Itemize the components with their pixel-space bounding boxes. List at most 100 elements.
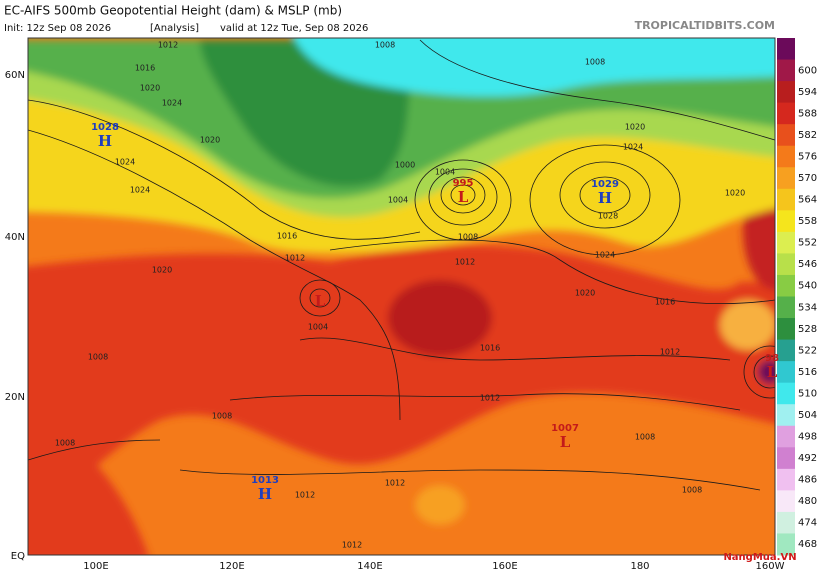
colorbar-cell — [777, 124, 795, 147]
colorbar: 600 594 588 582 576 570 564 558 552 546 540 534 528 5… — [777, 38, 817, 556]
isobar-label: 1012 — [480, 394, 500, 403]
isobar-label: 1016 — [277, 232, 297, 241]
isobar-label: 1008 — [212, 412, 232, 421]
watermark: NangMua.VN — [723, 552, 796, 563]
colorbar-label: 486 — [798, 475, 817, 486]
colorbar-label: 474 — [798, 518, 817, 529]
isobar-label: 1020 — [725, 189, 745, 198]
isobar-label: 1008 — [88, 353, 108, 362]
colorbar-cell — [777, 361, 795, 384]
colorbar-cell — [777, 38, 795, 61]
isobar-label: 1024 — [130, 186, 150, 195]
colorbar-label: 594 — [798, 87, 817, 98]
run-type: [Analysis] — [150, 23, 199, 34]
map-frame — [27, 37, 776, 556]
system-letter: L — [560, 433, 571, 451]
colorbar-label: 588 — [798, 108, 817, 119]
isobar-label: 1008 — [375, 41, 395, 50]
colorbar-label: 498 — [798, 432, 817, 443]
isobar-label: 1004 — [388, 196, 408, 205]
valid-time: valid at 12z Tue, Sep 08 2026 — [220, 23, 368, 34]
colorbar-cell — [777, 511, 795, 534]
colorbar-label: 516 — [798, 367, 817, 378]
colorbar-label: 558 — [798, 216, 817, 227]
isobar-label: 1012 — [660, 348, 680, 357]
isobar-label: 1008 — [635, 433, 655, 442]
isobar-label: 1012 — [158, 41, 178, 50]
isobars — [28, 39, 775, 491]
colorbar-cell — [777, 318, 795, 341]
lat-label: 40N — [5, 232, 25, 243]
colorbar-label: 522 — [798, 345, 817, 356]
isobar-label: 1012 — [385, 479, 405, 488]
colorbar-label: 552 — [798, 238, 817, 249]
system-pressure: 1029 — [591, 179, 619, 190]
system-letter: L — [315, 292, 326, 310]
isobar-label: 1012 — [285, 254, 305, 263]
system-letter: L — [767, 363, 778, 381]
colorbar-label: 480 — [798, 496, 817, 507]
isobar-label: 1008 — [55, 439, 75, 448]
colorbar-cell — [777, 59, 795, 82]
system-pressure: 1007 — [551, 423, 579, 434]
system-letter: H — [598, 189, 612, 207]
colorbar-cell — [777, 210, 795, 233]
isobar-label: 1012 — [455, 258, 475, 267]
isobar-label: 1024 — [115, 158, 135, 167]
colorbar-label: 600 — [798, 65, 817, 76]
colorbar-cell — [777, 425, 795, 448]
isobar-label: 1016 — [655, 298, 675, 307]
colorbar-label: 582 — [798, 130, 817, 141]
isobar-label: 1012 — [342, 541, 362, 550]
lon-label: 140E — [357, 561, 382, 572]
system-letter: L — [458, 188, 469, 206]
colorbar-cell — [777, 274, 795, 297]
isobar-label: 1024 — [162, 99, 182, 108]
colorbar-label: 540 — [798, 281, 817, 292]
lon-label: 100E — [83, 561, 108, 572]
colorbar-label: 534 — [798, 302, 817, 313]
isobar-label: 1020 — [140, 84, 160, 93]
map-fill — [28, 38, 775, 555]
source: TROPICALTIDBITS.COM — [635, 19, 775, 32]
colorbar-cell — [777, 231, 795, 254]
colorbar-label: 564 — [798, 195, 817, 206]
isobar-label: 1008 — [682, 486, 702, 495]
system-pressure: 98 — [765, 353, 779, 364]
colorbar-cell — [777, 145, 795, 168]
isobar-label: 1024 — [623, 143, 643, 152]
isobar-label: 1020 — [625, 123, 645, 132]
system-letter: H — [98, 132, 112, 150]
system-pressure: 995 — [453, 178, 474, 189]
colorbar-cell — [777, 102, 795, 125]
colorbar-cell — [777, 81, 795, 104]
system-letter: H — [258, 485, 272, 503]
colorbar-cell — [777, 468, 795, 491]
colorbar-label: 570 — [798, 173, 817, 184]
system-pressure: 1028 — [91, 122, 119, 133]
colorbar-cell — [777, 296, 795, 319]
colorbar-cell — [777, 533, 795, 556]
lon-label: 120E — [219, 561, 244, 572]
colorbar-cell — [777, 490, 795, 513]
isobar-label: 1020 — [152, 266, 172, 275]
colorbar-label: 504 — [798, 410, 817, 421]
isobar-label: 1000 — [395, 161, 415, 170]
init-time: Init: 12z Sep 08 2026 — [4, 23, 111, 34]
colorbar-label: 492 — [798, 453, 817, 464]
isobar-label: 1016 — [135, 64, 155, 73]
isobar-label: 1004 — [435, 168, 455, 177]
colorbar-cell — [777, 188, 795, 211]
isobar-label: 1020 — [575, 289, 595, 298]
system-pressure: 1013 — [251, 475, 279, 486]
isobar-label: 1016 — [480, 344, 500, 353]
colorbar-cell — [777, 253, 795, 276]
lat-label: 60N — [5, 70, 25, 81]
lat-label: EQ — [11, 551, 25, 562]
lon-label: 180 — [630, 561, 649, 572]
colorbar-cell — [777, 382, 795, 405]
colorbar-cell — [777, 404, 795, 427]
colorbar-cell — [777, 447, 795, 470]
isobar-label: 1024 — [595, 251, 615, 260]
